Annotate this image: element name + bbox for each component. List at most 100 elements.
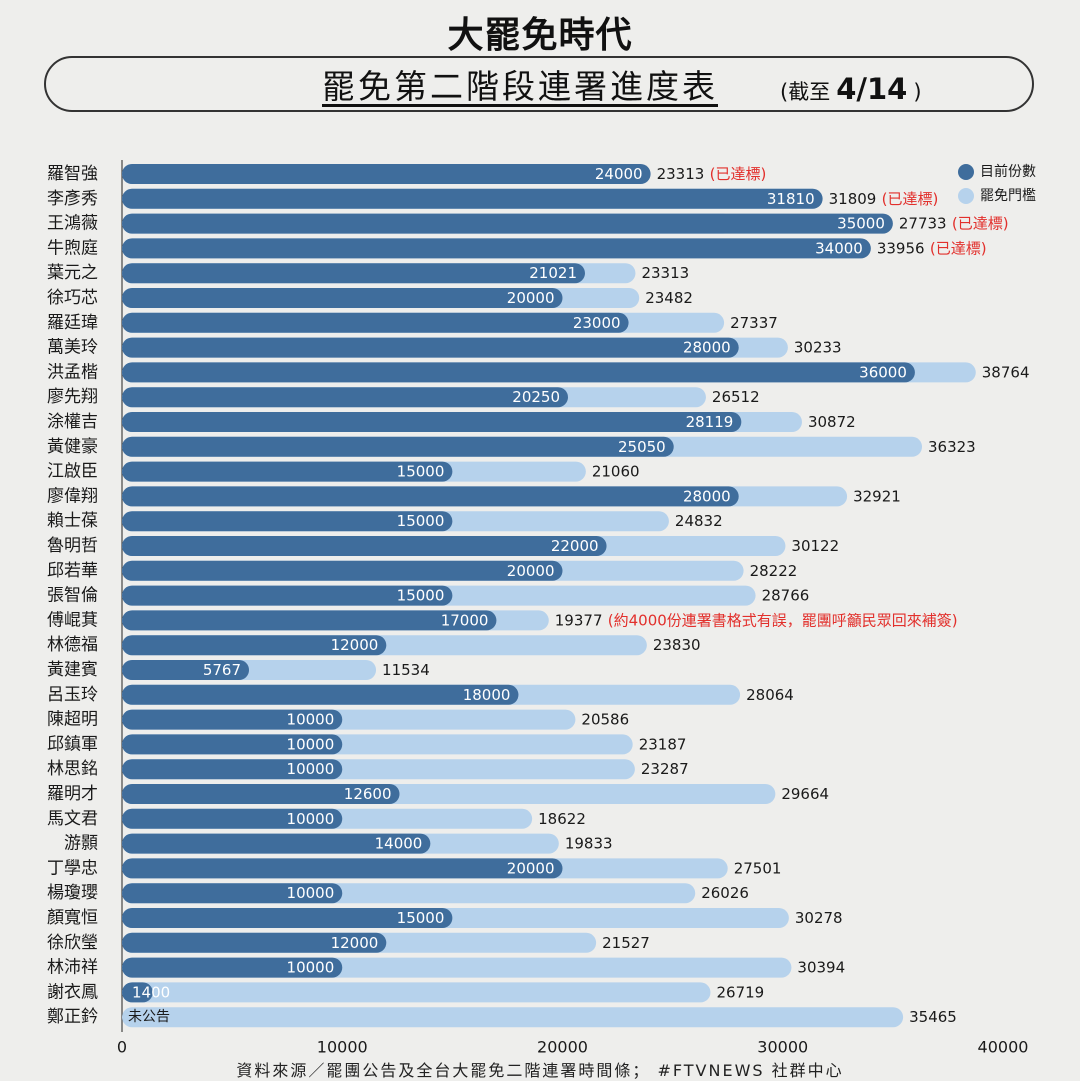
current-value-label: 14000: [375, 835, 423, 853]
current-bar: [122, 387, 569, 408]
as-of-suffix: ): [913, 80, 922, 104]
category-label: 林沛祥: [47, 958, 98, 978]
as-of-prefix: (截至: [780, 80, 831, 104]
threshold-value-label: 23287: [641, 760, 689, 778]
status-note: (已達標): [710, 165, 767, 183]
current-bar: [122, 660, 250, 680]
current-value-label: 15000: [397, 463, 445, 481]
current-bar: [122, 238, 871, 259]
current-value-label: 12000: [331, 934, 379, 952]
threshold-value-label: 26719: [716, 983, 764, 1001]
category-label: 楊瓊瓔: [47, 883, 98, 903]
category-label: 黃建賓: [47, 660, 98, 680]
current-value-label: 10000: [287, 711, 335, 729]
threshold-value-label: 30233: [794, 339, 842, 357]
category-label: 李彥秀: [47, 189, 98, 209]
current-value-label: 28000: [683, 487, 731, 505]
current-value-label: 23000: [573, 314, 621, 332]
current-value-label: 34000: [815, 239, 863, 257]
threshold-value-label: 23313: [657, 165, 705, 183]
current-value-label: 24000: [595, 165, 643, 183]
current-bar: [122, 337, 739, 358]
current-bar: [122, 511, 453, 532]
current-bar: [122, 436, 674, 457]
current-bar: [122, 883, 343, 904]
current-value-label: 15000: [397, 909, 445, 927]
current-value-label: 10000: [287, 810, 335, 828]
source-footer: 資料來源／罷團公告及全台大罷免二階連署時間條； #FTVNEWS 社群中心: [236, 1061, 844, 1080]
category-label: 陳超明: [47, 710, 98, 730]
current-value-label: 36000: [859, 363, 907, 381]
x-tick-label: 10000: [317, 1038, 368, 1057]
threshold-value-label: 29664: [781, 785, 829, 803]
threshold-value-label: 18622: [538, 810, 586, 828]
threshold-value-label: 26026: [701, 884, 749, 902]
current-bar: [122, 585, 453, 606]
current-bar: [122, 288, 563, 308]
threshold-value-label: 28222: [750, 562, 798, 580]
threshold-value-label: 23187: [639, 735, 687, 753]
status-note: (已達標): [952, 215, 1009, 233]
chart-title: 罷免第二階段連署進度表: [322, 67, 718, 106]
current-bar: [122, 560, 563, 581]
current-value-label: 25050: [618, 438, 666, 456]
threshold-value-label: 30394: [797, 959, 845, 977]
current-value-label: 15000: [397, 512, 445, 530]
threshold-value-label: 23830: [653, 636, 701, 654]
current-bar: [122, 263, 585, 284]
current-value-label: 31810: [767, 190, 815, 208]
current-bar: [122, 709, 343, 730]
current-value-label: 21021: [529, 264, 577, 282]
current-bar: [122, 213, 893, 234]
as-of-date: (截至 4/14): [780, 72, 922, 106]
current-value-label: 28000: [683, 339, 731, 357]
legend-swatch-current: [958, 164, 974, 180]
current-value-label: 22000: [551, 537, 599, 555]
category-label: 羅智強: [47, 164, 98, 184]
threshold-value-label: 11534: [382, 661, 430, 679]
current-bar: [122, 188, 823, 209]
current-bar: [122, 461, 453, 482]
x-tick-label: 40000: [978, 1038, 1029, 1057]
brand-logo: 大罷免時代: [447, 14, 633, 56]
current-value-label: 10000: [287, 959, 335, 977]
current-value-label: 15000: [397, 587, 445, 605]
category-label: 謝衣鳳: [47, 982, 98, 1002]
threshold-value-label: 20586: [581, 711, 629, 729]
category-label: 洪孟楷: [47, 362, 98, 382]
legend-label-current: 目前份數: [980, 163, 1036, 180]
category-label: 林思銘: [47, 759, 98, 779]
category-label: 廖偉翔: [47, 486, 98, 506]
threshold-value-label: 28064: [746, 686, 794, 704]
category-label: 魯明哲: [47, 536, 98, 556]
legend-swatch-threshold: [958, 188, 974, 204]
current-value-label: 18000: [463, 686, 511, 704]
category-label: 林德福: [47, 635, 98, 655]
category-label: 江啟臣: [47, 462, 98, 482]
category-label: 葉元之: [47, 263, 98, 283]
category-label: 萬美玲: [47, 338, 98, 358]
status-note: (已達標): [930, 239, 987, 257]
current-value-label: 5767: [203, 661, 241, 679]
category-label: 徐欣瑩: [47, 933, 98, 953]
current-bar: [122, 784, 400, 804]
threshold-value-label: 26512: [712, 388, 760, 406]
threshold-value-label: 30122: [791, 537, 839, 555]
category-label: 徐巧芯: [47, 288, 98, 308]
threshold-value-label: 30278: [795, 909, 843, 927]
threshold-value-label: 24832: [675, 512, 723, 530]
title-frame: [44, 56, 1034, 112]
current-value-label: 12600: [344, 785, 392, 803]
current-bar: [122, 858, 563, 879]
threshold-value-label: 21060: [592, 463, 640, 481]
category-label: 丁學忠: [47, 858, 98, 878]
current-bar: [122, 486, 739, 507]
threshold-bar: [122, 982, 711, 1003]
threshold-value-label: 33956: [877, 239, 925, 257]
legend-label-threshold: 罷免門檻: [980, 187, 1036, 204]
threshold-value-label: 28766: [762, 587, 810, 605]
status-note: (約4000份連署書格式有誤，罷團呼籲民眾回來補簽): [608, 611, 958, 629]
threshold-value-label: 38764: [982, 363, 1030, 381]
current-bar: [122, 312, 629, 333]
